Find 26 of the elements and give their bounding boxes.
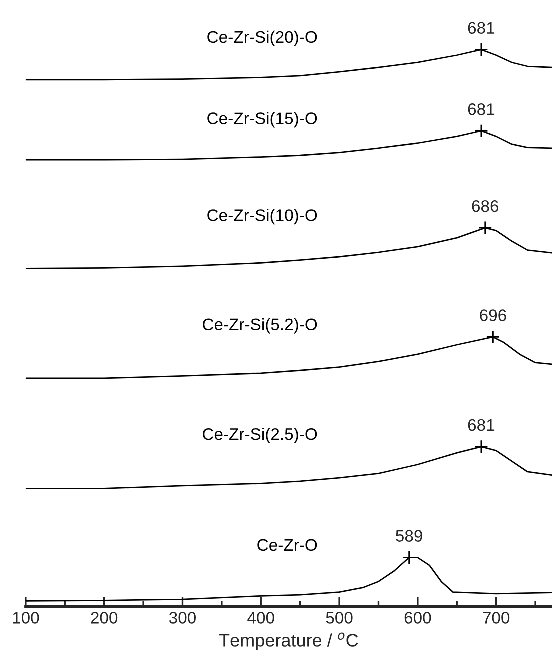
text: Ce-Zr-Si(2.5)-O xyxy=(203,428,318,444)
annotation: 696 xyxy=(480,310,506,322)
x-tick-label: 500 xyxy=(326,612,353,624)
point xyxy=(402,550,416,565)
x-tick-label: 200 xyxy=(91,612,118,624)
x-tick-label: 700 xyxy=(483,612,510,624)
annotation: 681 xyxy=(468,419,495,432)
point xyxy=(474,124,488,138)
x-tick-label: 100 xyxy=(13,612,40,624)
text: Ce-Zr-O xyxy=(258,539,318,552)
point xyxy=(474,440,488,454)
point xyxy=(486,330,500,344)
x-tick-label: 400 xyxy=(248,612,274,624)
series-label: Ce-Zr-Si(20)-O xyxy=(208,30,318,46)
point xyxy=(478,221,492,235)
x-tick-label: 600 xyxy=(404,612,432,624)
point xyxy=(474,42,488,57)
text: Ce-Zr-Si(10)-O xyxy=(208,209,318,225)
series-label: Ce-Zr-Si(15)-O xyxy=(208,112,318,128)
annotation: 681 xyxy=(468,22,495,34)
x-axis-title: Temperature / $^{o}$C xyxy=(219,632,358,650)
x-tick-label: 300 xyxy=(169,612,196,624)
text: Ce-Zr-Si(5.2)-O xyxy=(203,318,318,334)
annotation: 589 xyxy=(396,530,422,542)
annotation: 686 xyxy=(472,200,499,212)
annotation: 681 xyxy=(468,104,495,116)
